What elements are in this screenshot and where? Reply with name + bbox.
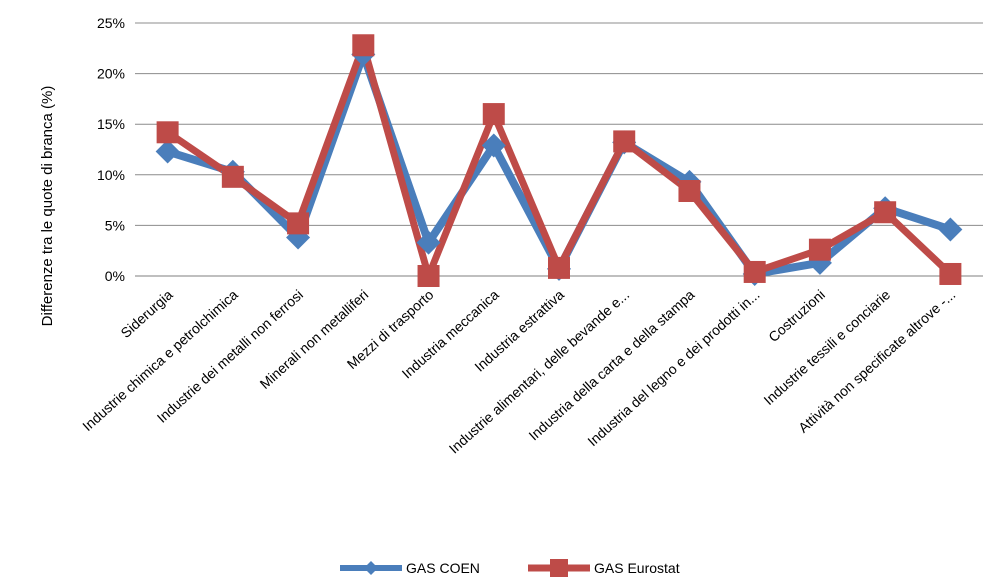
- legend-label: GAS Eurostat: [594, 560, 680, 576]
- data-point-gas-eurostat: [287, 212, 310, 235]
- series-line-gas-eurostat: [165, 41, 953, 280]
- x-tick-label: Costruzioni: [765, 286, 828, 345]
- y-tick-label: 20%: [97, 66, 125, 82]
- series-lines: [165, 41, 953, 280]
- y-tick-label: 0%: [105, 268, 125, 284]
- y-tick-label: 10%: [97, 167, 125, 183]
- legend-label: GAS COEN: [406, 560, 480, 576]
- legend-marker: [550, 559, 568, 577]
- y-tick-label: 5%: [105, 217, 125, 233]
- data-point-gas-eurostat: [352, 34, 375, 57]
- y-tick-label: 25%: [97, 15, 125, 31]
- data-point-gas-eurostat: [808, 238, 831, 261]
- data-point-gas-eurostat: [874, 201, 897, 224]
- data-point-gas-coen: [481, 133, 506, 158]
- y-axis-ticks: 0% 5% 10% 15% 20% 25%: [97, 15, 125, 284]
- data-point-gas-eurostat: [743, 260, 766, 283]
- data-point-gas-eurostat: [156, 121, 179, 144]
- data-point-gas-eurostat: [939, 262, 962, 285]
- data-point-gas-eurostat: [417, 265, 440, 287]
- x-tick-label: Siderurgia: [117, 286, 175, 341]
- data-point-gas-eurostat: [613, 130, 636, 153]
- legend-marker: [364, 561, 378, 575]
- series-markers: [155, 34, 963, 287]
- data-point-gas-coen: [155, 139, 180, 164]
- data-point-gas-coen: [938, 217, 963, 242]
- y-axis-title: Differenze tra le quote di branca (%): [39, 86, 56, 327]
- x-tick-label: Minerali non metalliferi: [257, 286, 372, 392]
- data-point-gas-eurostat: [482, 103, 505, 126]
- data-point-gas-coen: [416, 230, 441, 255]
- gridlines: [135, 22, 983, 277]
- data-point-gas-eurostat: [221, 165, 244, 188]
- data-point-gas-eurostat: [548, 256, 570, 279]
- data-point-gas-eurostat: [678, 179, 701, 202]
- x-tick-label: Industrie tessili e conciarie: [760, 286, 893, 408]
- y-tick-label: 15%: [97, 116, 125, 132]
- legend: GAS COEN GAS Eurostat: [340, 559, 680, 577]
